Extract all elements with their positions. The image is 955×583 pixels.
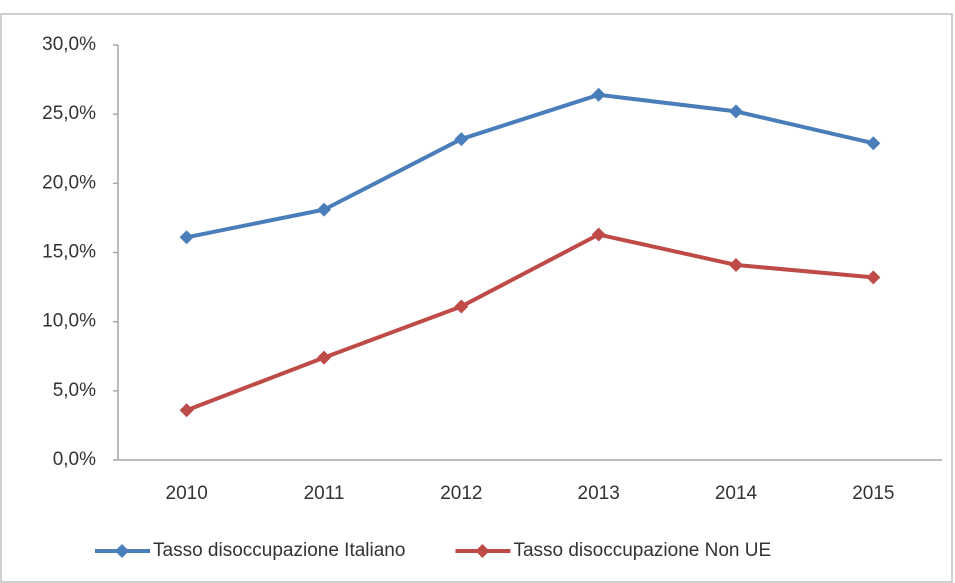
x-tick-label: 2010	[166, 483, 208, 504]
y-tick-label: 10,0%	[42, 311, 96, 332]
marker	[866, 136, 881, 151]
marker	[317, 202, 331, 217]
legend-label: Tasso disoccupazione Italiano	[153, 540, 405, 561]
x-tick-label: 2012	[440, 483, 482, 504]
marker	[179, 403, 194, 418]
y-tick-label: 25,0%	[42, 103, 96, 124]
x-tick-label: 2014	[715, 483, 758, 504]
series-line	[186, 92, 874, 240]
marker	[179, 230, 194, 245]
y-tick-label: 20,0%	[42, 172, 96, 193]
y-tick-label: 5,0%	[53, 380, 96, 401]
legend-marker	[475, 544, 490, 558]
marker	[317, 350, 331, 365]
series-line	[185, 232, 874, 413]
legend-label: Tasso disoccupazione Non UE	[513, 540, 771, 561]
legend-marker	[115, 544, 129, 558]
marker	[729, 104, 743, 119]
marker	[454, 132, 469, 147]
y-tick-label: 0,0%	[53, 449, 96, 470]
marker	[591, 87, 606, 102]
y-tick-label: 15,0%	[42, 242, 96, 263]
x-tick-label: 2013	[578, 483, 620, 504]
y-tick-label: 30,0%	[42, 34, 96, 55]
marker	[591, 227, 606, 242]
x-tick-label: 2015	[852, 483, 894, 504]
marker	[454, 299, 469, 314]
x-tick-label: 2011	[304, 483, 345, 504]
marker	[729, 257, 743, 272]
marker	[866, 270, 881, 285]
